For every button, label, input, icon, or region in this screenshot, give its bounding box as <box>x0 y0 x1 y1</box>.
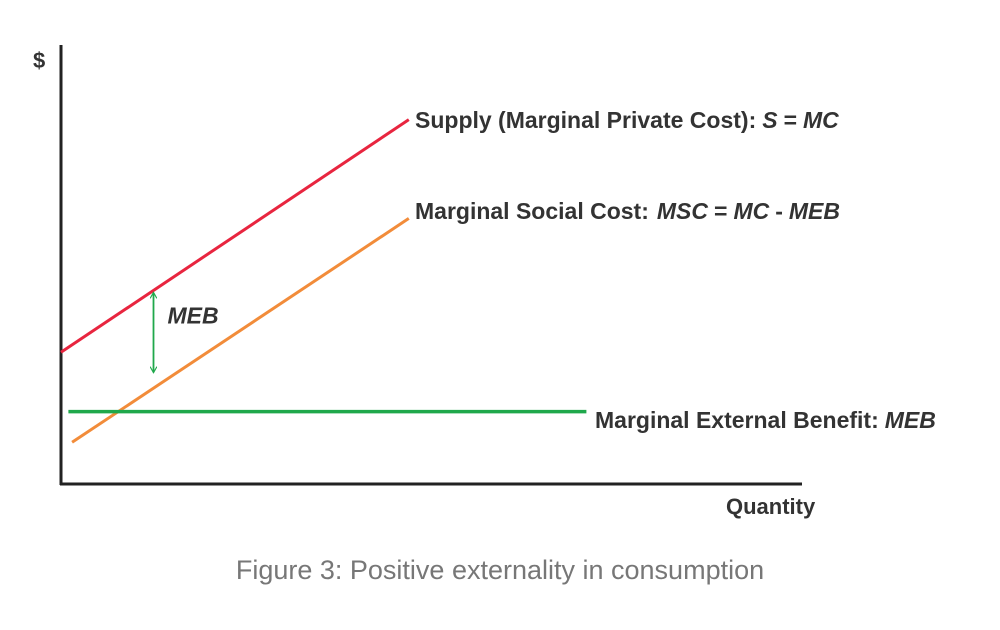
x-axis-label: Quantity <box>726 494 816 519</box>
supply-label: Supply (Marginal Private Cost): S = MC <box>415 107 839 133</box>
supply-formula-s: S <box>762 107 778 133</box>
meb-gap-label: MEB <box>168 303 219 329</box>
supply-curve <box>60 118 410 354</box>
msc-formula-meb: MEB <box>789 198 840 224</box>
msc-label: Marginal Social Cost: MSC = MC - MEB <box>415 198 840 224</box>
meb-label-name: Marginal External Benefit: <box>595 407 879 433</box>
msc-formula-mc: MC <box>733 198 769 224</box>
supply-formula-mc: MC <box>803 107 839 133</box>
msc-formula-eq: = <box>714 198 727 224</box>
supply-label-colon: : <box>749 107 757 133</box>
figure-caption: Figure 3: Positive externality in consum… <box>235 555 765 585</box>
msc-formula-minus: - <box>775 198 783 224</box>
msc-formula-msc: MSC <box>657 198 709 224</box>
supply-formula-eq: = <box>784 107 797 133</box>
meb-label: Marginal External Benefit: MEB <box>595 407 936 433</box>
msc-curve <box>71 217 410 444</box>
y-axis-label: $ <box>33 48 45 73</box>
meb-formula: MEB <box>885 407 936 433</box>
msc-label-name: Marginal Social Cost: <box>415 198 649 224</box>
supply-label-name: Supply (Marginal Private Cost) <box>415 107 749 133</box>
